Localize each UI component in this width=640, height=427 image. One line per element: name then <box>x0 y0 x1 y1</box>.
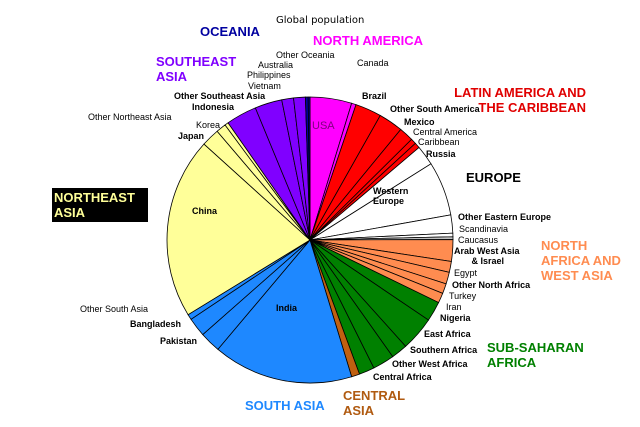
region-label-oceania: OCEANIA <box>200 24 260 39</box>
slice-label: Other Southeast Asia <box>174 91 266 101</box>
slice-label: Other North Africa <box>452 280 531 290</box>
slice-label: Australia <box>258 60 294 70</box>
pie-slice-china <box>166 143 311 316</box>
slice-label: Other Oceania <box>276 50 335 60</box>
slice-label: USA <box>312 120 335 132</box>
slice-label: Nigeria <box>440 313 471 323</box>
region-label-latin-america: LATIN AMERICA AND THE CARIBBEAN <box>454 85 586 115</box>
slice-label: Other South Asia <box>80 304 149 314</box>
slice-label: Indonesia <box>192 102 235 112</box>
region-label-southeast-asia: SOUTHEAST ASIA <box>156 54 237 84</box>
slice-label: Vietnam <box>248 81 281 91</box>
slice-label: Brazil <box>362 91 387 101</box>
slice-label: Russia <box>426 149 456 159</box>
slice-label: Other Eastern Europe <box>458 212 552 222</box>
slice-label: Other South America <box>390 104 480 114</box>
slice-label: Arab West Asia & Israel <box>454 246 520 266</box>
slice-label: Pakistan <box>160 336 198 346</box>
slice-label: Iran <box>446 302 462 312</box>
slice-label: Caucasus <box>458 235 499 245</box>
slice-label: Mexico <box>404 117 435 127</box>
slice-label: Philippines <box>247 70 291 80</box>
slice-label: Western Europe <box>373 186 409 206</box>
slice-label: Korea <box>196 120 221 130</box>
slice-label: Central Africa <box>373 372 432 382</box>
slice-label: Canada <box>357 58 389 68</box>
slice-label: Other Northeast Asia <box>88 112 172 122</box>
region-label-south-asia: SOUTH ASIA <box>245 398 325 413</box>
slice-label: Other West Africa <box>392 359 468 369</box>
region-label-central-asia: CENTRAL ASIA <box>343 388 405 418</box>
pie-slice-other-oceania <box>307 96 311 241</box>
pie-slice-india <box>217 239 353 384</box>
chart-title: Global population <box>276 15 365 26</box>
slice-label: Southern Africa <box>410 345 478 355</box>
region-label-sub-saharan-africa: SUB-SAHARAN AFRICA <box>487 340 584 370</box>
slice-label: Turkey <box>449 291 477 301</box>
slice-label: Egypt <box>454 268 478 278</box>
region-label-north-america: NORTH AMERICA <box>313 33 424 48</box>
slice-label: Caribbean <box>418 137 460 147</box>
slice-label: China <box>192 206 218 216</box>
region-label-europe: EUROPE <box>466 170 521 185</box>
slice-label: East Africa <box>424 329 471 339</box>
slice-label: India <box>276 303 298 313</box>
region-label-north-africa-west-asia: NORTH AFRICA AND WEST ASIA <box>541 238 621 283</box>
region-label-northeast-asia: NORTHEAST ASIA <box>52 188 148 222</box>
slice-label: Central America <box>413 127 478 137</box>
slice-label: Bangladesh <box>130 319 182 329</box>
slice-label: Scandinavia <box>459 224 509 234</box>
slice-label: Japan <box>178 131 205 141</box>
